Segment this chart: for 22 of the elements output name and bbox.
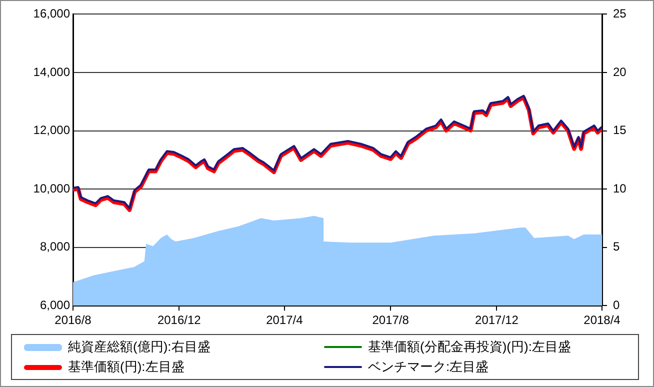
y2-tick-label: 15 — [613, 123, 627, 138]
x-tick-label: 2017/8 — [372, 313, 410, 328]
x-tick-label: 2016/8 — [54, 313, 92, 328]
legend-label: ベンチマーク:左目盛 — [368, 358, 489, 376]
y-tick-label: 8,000 — [40, 240, 70, 254]
y2-tick-label: 25 — [613, 6, 627, 21]
y-tick-label: 12,000 — [33, 123, 70, 138]
y2-tick-label: 0 — [613, 298, 620, 312]
legend-label: 基準価額(分配金再投資)(円):左目盛 — [368, 338, 571, 356]
y2-tick-label: 10 — [613, 181, 627, 196]
y-tick-label: 16,000 — [33, 6, 70, 21]
x-tick-label: 2018/4 — [584, 313, 621, 328]
x-tick-label: 2016/12 — [157, 313, 202, 328]
x-tick-label: 2017/4 — [266, 313, 304, 328]
y2-tick-label: 5 — [613, 240, 620, 254]
y-tick-label: 6,000 — [40, 298, 70, 312]
legend-label: 基準価額(円):左目盛 — [68, 358, 184, 376]
legend-label: 純資産総額(億円):右目盛 — [68, 338, 210, 356]
x-tick-label: 2017/12 — [475, 313, 519, 328]
y-tick-label: 14,000 — [33, 64, 70, 79]
y-tick-label: 10,000 — [33, 181, 70, 196]
y2-tick-label: 20 — [613, 64, 627, 79]
